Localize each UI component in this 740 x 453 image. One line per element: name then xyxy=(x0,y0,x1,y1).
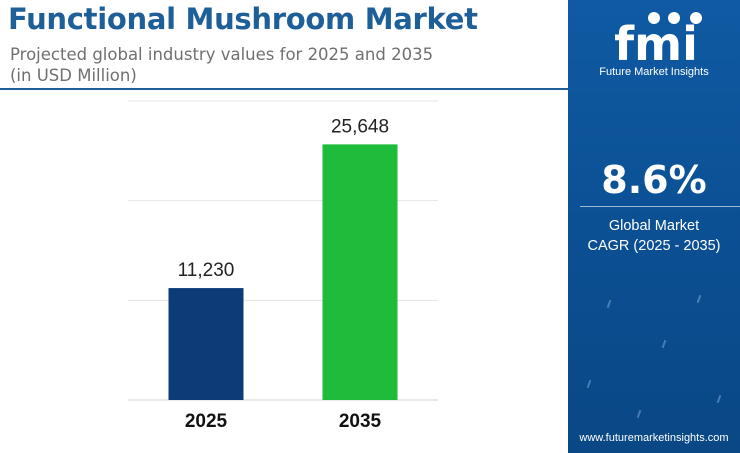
cagr-label-line-1: Global Market xyxy=(608,218,700,234)
cagr-label: Global Market CAGR (2025 - 2035) xyxy=(568,216,740,256)
data-label-2025: 11,230 xyxy=(178,260,235,281)
logo-dot-icon xyxy=(690,12,702,24)
decorative-speck xyxy=(606,299,612,309)
chart-subtitle: Projected global industry values for 202… xyxy=(10,44,550,86)
sidebar-panel: fmi Future Market Insights 8.6% Global M… xyxy=(568,0,740,453)
bar-2035 xyxy=(322,144,398,400)
x-tick-label-2035: 2035 xyxy=(339,411,382,432)
logo-wordmark: fmi xyxy=(614,17,698,62)
decorative-speck xyxy=(696,294,702,304)
data-label-2035: 25,648 xyxy=(331,116,389,137)
cagr-label-line-2: CAGR (2025 - 2035) xyxy=(587,238,721,254)
subtitle-line-2: (in USD Million) xyxy=(10,66,137,85)
x-tick-label-2025: 2025 xyxy=(185,411,228,432)
cagr-divider xyxy=(580,206,740,207)
header-divider xyxy=(0,88,568,90)
decorative-speck xyxy=(586,379,592,389)
fmi-logo: fmi xyxy=(614,12,702,62)
logo-dot-icon xyxy=(648,12,660,24)
website-link[interactable]: www.futuremarketinsights.com xyxy=(579,432,729,444)
subtitle-line-1: Projected global industry values for 202… xyxy=(10,45,434,64)
decorative-speck xyxy=(636,409,642,419)
logo-dot-icon xyxy=(668,12,680,24)
bar-2025 xyxy=(168,288,244,400)
decorative-speck xyxy=(661,339,667,349)
cagr-value: 8.6% xyxy=(601,158,707,202)
bar-chart: 11,230 2025 25,648 2035 xyxy=(128,100,438,432)
decorative-speck xyxy=(716,394,722,404)
chart-title: Functional Mushroom Market xyxy=(8,2,478,36)
logo-subtext: Future Market Insights xyxy=(599,66,709,78)
